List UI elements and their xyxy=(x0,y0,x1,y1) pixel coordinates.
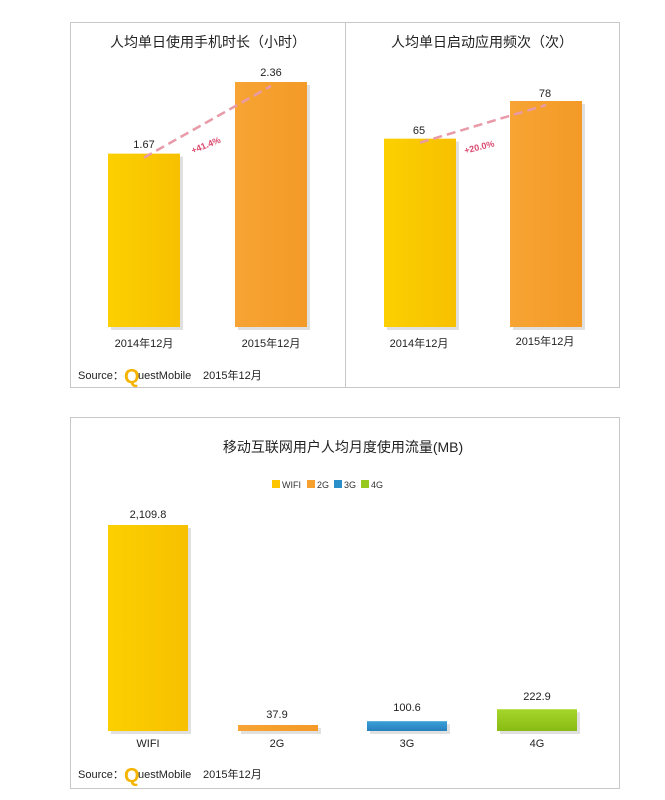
legend-swatch-wifi xyxy=(272,480,280,488)
chart2-title: 人均单日启动应用频次（次） xyxy=(391,34,573,50)
chart1-growth-label: +41.4% xyxy=(190,135,222,156)
chart1-xtick-1: 2015年12月 xyxy=(242,336,301,350)
chart3-xtick-3: 4G xyxy=(530,738,545,750)
chart2-growth-trend-line xyxy=(419,103,547,144)
legend-swatch-2g xyxy=(307,480,315,488)
chart3-value-label-2: 100.6 xyxy=(393,702,421,714)
chart3-xtick-2: 3G xyxy=(400,738,415,750)
chart1-growth-trend-line xyxy=(143,84,272,159)
bottom-source-date: 2015年12月 xyxy=(203,767,262,781)
panel-divider xyxy=(345,22,346,388)
chart1-bar-0 xyxy=(108,153,180,327)
chart2-value-label-1: 78 xyxy=(539,88,551,100)
legend-swatch-3g xyxy=(334,480,342,488)
chart1-value-label-1: 2.36 xyxy=(260,67,281,79)
legend-label-4g: 4G xyxy=(371,480,383,490)
bars-layer xyxy=(108,82,585,734)
chart3-value-label-3: 222.9 xyxy=(523,691,551,703)
legend-label-3g: 3G xyxy=(344,480,356,490)
legend-label-wifi: WIFI xyxy=(282,480,301,490)
chart2-value-label-0: 65 xyxy=(413,125,425,137)
top-source-brand-suffix: uestMobile xyxy=(138,370,191,382)
chart1-value-label-0: 1.67 xyxy=(133,139,154,151)
chart1-xtick-0: 2014年12月 xyxy=(115,336,174,350)
bottom-source-brand-suffix: uestMobile xyxy=(138,769,191,781)
chart3-bar-3 xyxy=(497,709,577,731)
chart2-growth-label: +20.0% xyxy=(463,139,495,156)
chart3-xtick-0: WIFI xyxy=(136,738,159,750)
legend-label-2g: 2G xyxy=(317,480,329,490)
chart3-bar-2 xyxy=(367,721,447,731)
chart2-bar-0 xyxy=(384,138,456,327)
chart2-bar-1 xyxy=(510,101,582,327)
chart3-value-label-1: 37.9 xyxy=(266,709,287,721)
chart2-xtick-1: 2015年12月 xyxy=(516,334,575,348)
legend-swatch-4g xyxy=(361,480,369,488)
top-source-label: Source： xyxy=(78,370,124,382)
bottom-source-label: Source： xyxy=(78,769,124,781)
chart3-value-label-0: 2,109.8 xyxy=(130,509,167,521)
top-source-date: 2015年12月 xyxy=(203,368,262,382)
chart1-title: 人均单日使用手机时长（小时） xyxy=(110,34,306,50)
chart2-xtick-0: 2014年12月 xyxy=(390,336,449,350)
chart3-bar-0 xyxy=(108,525,188,731)
chart3-legend: WIFI 2G 3G 4G xyxy=(272,480,383,490)
chart3-title: 移动互联网用户人均月度使用流量(MB) xyxy=(223,439,463,455)
top-source-logo: Q xyxy=(124,366,140,388)
chart1-bar-1 xyxy=(235,82,307,327)
bottom-source-logo: Q xyxy=(124,765,140,787)
chart3-xtick-1: 2G xyxy=(270,738,285,750)
chart3-bar-1 xyxy=(238,725,318,731)
